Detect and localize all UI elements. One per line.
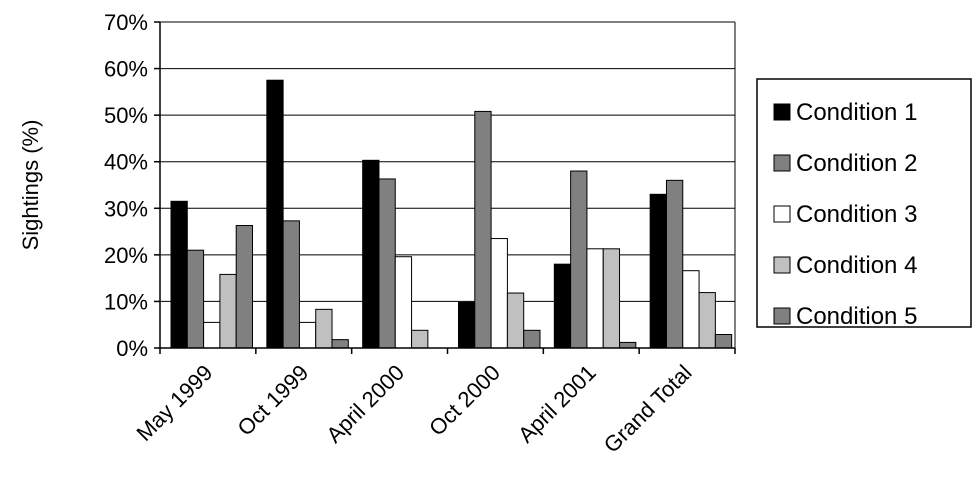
- bar: [602, 248, 621, 349]
- x-category-label: Oct 1999: [232, 360, 313, 441]
- y-tick-label: 40%: [104, 150, 148, 175]
- legend-label: Condition 3: [796, 201, 917, 228]
- gridlines: [160, 21, 735, 302]
- bar: [282, 220, 300, 349]
- legend-label: Condition 5: [796, 303, 917, 330]
- bar: [649, 193, 667, 349]
- bar: [331, 339, 349, 349]
- x-category-labels: May 1999 Oct 1999 April 2000 Oct 2000 April …: [131, 348, 736, 458]
- y-ticks: 0% 10% 20% 30% 40% 50% 60% 70%: [104, 10, 160, 361]
- y-tick-label: 0%: [116, 336, 148, 361]
- bar: [203, 321, 221, 349]
- bar: [570, 170, 588, 349]
- y-tick-label: 20%: [104, 243, 148, 268]
- x-category-label: April 2000: [321, 360, 409, 448]
- bar: [186, 249, 205, 349]
- legend-label: Condition 4: [796, 252, 917, 279]
- legend-swatch: [773, 154, 791, 172]
- x-category-label: April 2001: [513, 360, 601, 448]
- bar: [553, 263, 572, 349]
- bar: [378, 178, 396, 349]
- x-category-label: May 1999: [131, 360, 217, 446]
- bar: [315, 308, 333, 349]
- bar: [458, 301, 476, 349]
- bar: [619, 341, 637, 349]
- y-tick-label: 10%: [104, 289, 148, 314]
- y-axis-title: Sightings (%): [18, 120, 43, 251]
- bar: [298, 321, 317, 349]
- bar: [714, 333, 733, 349]
- bar: [170, 200, 188, 349]
- y-tick-label: 30%: [104, 196, 148, 221]
- legend-swatch: [773, 205, 791, 223]
- bar: [411, 329, 429, 349]
- bar: [490, 238, 508, 349]
- bars: [170, 79, 733, 349]
- y-tick-label: 60%: [104, 57, 148, 82]
- legend-label: Condition 1: [796, 99, 917, 126]
- bar: [506, 292, 525, 349]
- bar: [394, 256, 413, 349]
- bar: [362, 159, 380, 349]
- legend-swatch: [773, 307, 791, 325]
- x-category-label: Oct 2000: [424, 360, 505, 441]
- y-tick-label: 70%: [104, 10, 148, 35]
- bar: [665, 179, 684, 349]
- bar: [474, 110, 492, 349]
- y-tick-label: 50%: [104, 103, 148, 128]
- x-category-label: Grand Total: [599, 360, 697, 458]
- bar: [586, 248, 604, 349]
- bar: [682, 270, 700, 349]
- plot-area: [160, 22, 735, 348]
- legend-swatch: [773, 256, 791, 274]
- bar: [219, 273, 237, 349]
- legend-label: Condition 2: [796, 150, 917, 177]
- legend-swatch: [773, 103, 791, 121]
- bar: [235, 225, 253, 349]
- bar: [523, 329, 541, 349]
- bar: [698, 292, 716, 349]
- bar: [266, 79, 284, 349]
- legend-box: [756, 78, 972, 328]
- legend: Condition 1 Condition 2 Condition 3 Conditi…: [756, 78, 972, 330]
